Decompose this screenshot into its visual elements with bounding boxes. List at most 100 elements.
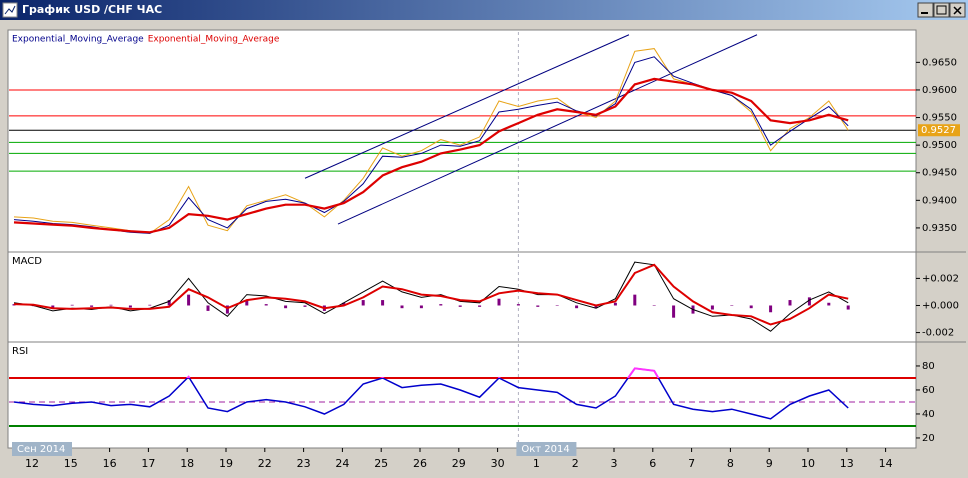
series-line bbox=[13, 367, 849, 420]
x-tick-label: 24 bbox=[335, 457, 349, 470]
panel-title: RSI bbox=[12, 346, 28, 357]
histogram-bar bbox=[51, 305, 55, 309]
histogram-bar bbox=[342, 302, 346, 306]
histogram-bar bbox=[497, 298, 501, 306]
histogram-bar bbox=[303, 305, 307, 307]
x-tick-label: 17 bbox=[141, 457, 155, 470]
maximize-button[interactable] bbox=[933, 2, 950, 18]
histogram-bar bbox=[827, 302, 831, 306]
histogram-bar bbox=[478, 305, 482, 307]
histogram-bar bbox=[361, 300, 365, 306]
y-tick-label: 40 bbox=[922, 409, 935, 420]
panel-title: MACD bbox=[12, 256, 42, 267]
y-tick-label: -0.002 bbox=[922, 328, 954, 339]
histogram-bar bbox=[439, 304, 443, 306]
minimize-button[interactable] bbox=[917, 2, 934, 18]
y-tick-label: 0.9350 bbox=[922, 223, 957, 234]
y-tick-label: 0.9450 bbox=[922, 168, 957, 179]
channel-line bbox=[304, 34, 630, 179]
legend-entry: Exponential_Moving_Average bbox=[148, 35, 280, 45]
histogram-bar bbox=[70, 304, 74, 306]
y-tick-label: 0.9400 bbox=[922, 195, 957, 206]
histogram-bar bbox=[225, 305, 229, 314]
period-label-box bbox=[516, 442, 577, 456]
period-label: Сен 2014 bbox=[17, 444, 65, 455]
y-tick-label: +0.000 bbox=[922, 300, 959, 311]
channel-line bbox=[337, 34, 758, 225]
y-tick-label: 0.9550 bbox=[922, 113, 957, 124]
histogram-bar bbox=[846, 305, 850, 310]
histogram-bar bbox=[264, 304, 268, 306]
y-tick-label: 0.9500 bbox=[922, 140, 957, 151]
histogram-bar bbox=[90, 305, 94, 307]
title-bar bbox=[0, 0, 968, 20]
histogram-bar bbox=[652, 305, 656, 306]
window-title: График USD /CHF ЧАС bbox=[22, 3, 162, 16]
x-tick-label: 25 bbox=[374, 457, 388, 470]
histogram-bar bbox=[128, 305, 132, 308]
x-tick-label: 23 bbox=[297, 457, 311, 470]
histogram-bar bbox=[419, 305, 423, 309]
x-tick-label: 30 bbox=[491, 457, 505, 470]
y-tick-label: +0.002 bbox=[922, 273, 959, 284]
histogram-bar bbox=[788, 300, 792, 306]
y-tick-label: 0.9650 bbox=[922, 57, 957, 68]
x-tick-label: 12 bbox=[25, 457, 39, 470]
histogram-bar bbox=[613, 302, 617, 306]
price-tag-label: 0.9527 bbox=[921, 125, 956, 136]
period-label-box bbox=[12, 442, 72, 456]
histogram-bar bbox=[555, 305, 559, 306]
x-tick-label: 22 bbox=[258, 457, 272, 470]
x-tick-label: 6 bbox=[649, 457, 656, 470]
maximize-glyph bbox=[936, 5, 947, 15]
x-tick-label: 16 bbox=[103, 457, 117, 470]
histogram-bar bbox=[672, 305, 676, 318]
x-tick-label: 14 bbox=[879, 457, 893, 470]
histogram-bar bbox=[594, 305, 598, 309]
x-tick-label: 18 bbox=[180, 457, 194, 470]
histogram-bar bbox=[400, 305, 404, 309]
histogram-bar bbox=[749, 305, 753, 309]
x-tick-label: 2 bbox=[572, 457, 579, 470]
period-label: Окт 2014 bbox=[521, 444, 569, 455]
histogram-bar bbox=[710, 305, 714, 310]
histogram-bar bbox=[730, 305, 734, 306]
x-tick-label: 8 bbox=[727, 457, 734, 470]
chart-area bbox=[7, 29, 917, 449]
series-line bbox=[13, 263, 849, 326]
histogram-bar bbox=[516, 304, 520, 306]
histogram-bar bbox=[536, 305, 540, 307]
x-tick-label: 29 bbox=[452, 457, 466, 470]
histogram-bar bbox=[109, 304, 113, 306]
window-buttons[interactable] bbox=[917, 2, 966, 18]
histogram-bar bbox=[381, 300, 385, 306]
x-tick-label: 1 bbox=[533, 457, 540, 470]
y-tick-label: 0.9600 bbox=[922, 85, 957, 96]
x-tick-label: 10 bbox=[801, 457, 815, 470]
y-tick-label: 60 bbox=[922, 385, 935, 396]
x-tick-label: 7 bbox=[688, 457, 695, 470]
window-icon-glyph bbox=[4, 5, 16, 15]
histogram-bar bbox=[458, 305, 462, 307]
x-tick-label: 26 bbox=[413, 457, 427, 470]
x-tick-label: 3 bbox=[611, 457, 618, 470]
histogram-bar bbox=[769, 305, 773, 313]
x-tick-label: 19 bbox=[219, 457, 233, 470]
legend-entry: Exponential_Moving_Average bbox=[12, 35, 144, 45]
price-tag bbox=[918, 124, 960, 137]
histogram-bar bbox=[575, 305, 579, 309]
x-tick-label: 15 bbox=[64, 457, 78, 470]
histogram-bar bbox=[284, 305, 288, 309]
series-line bbox=[13, 77, 849, 234]
histogram-bar bbox=[633, 294, 637, 306]
histogram-bar bbox=[206, 305, 210, 311]
histogram-bar bbox=[187, 294, 191, 306]
histogram-bar bbox=[807, 297, 811, 306]
histogram-bar bbox=[245, 300, 249, 306]
histogram-bar bbox=[167, 300, 171, 306]
y-tick-label: 20 bbox=[922, 433, 935, 444]
close-glyph bbox=[953, 6, 962, 15]
y-tick-label: 80 bbox=[922, 361, 935, 372]
plot-layer: 0.9350 0.9400 0.9450 0.9500 0.9550 0.9600 0.96… bbox=[8, 30, 966, 470]
